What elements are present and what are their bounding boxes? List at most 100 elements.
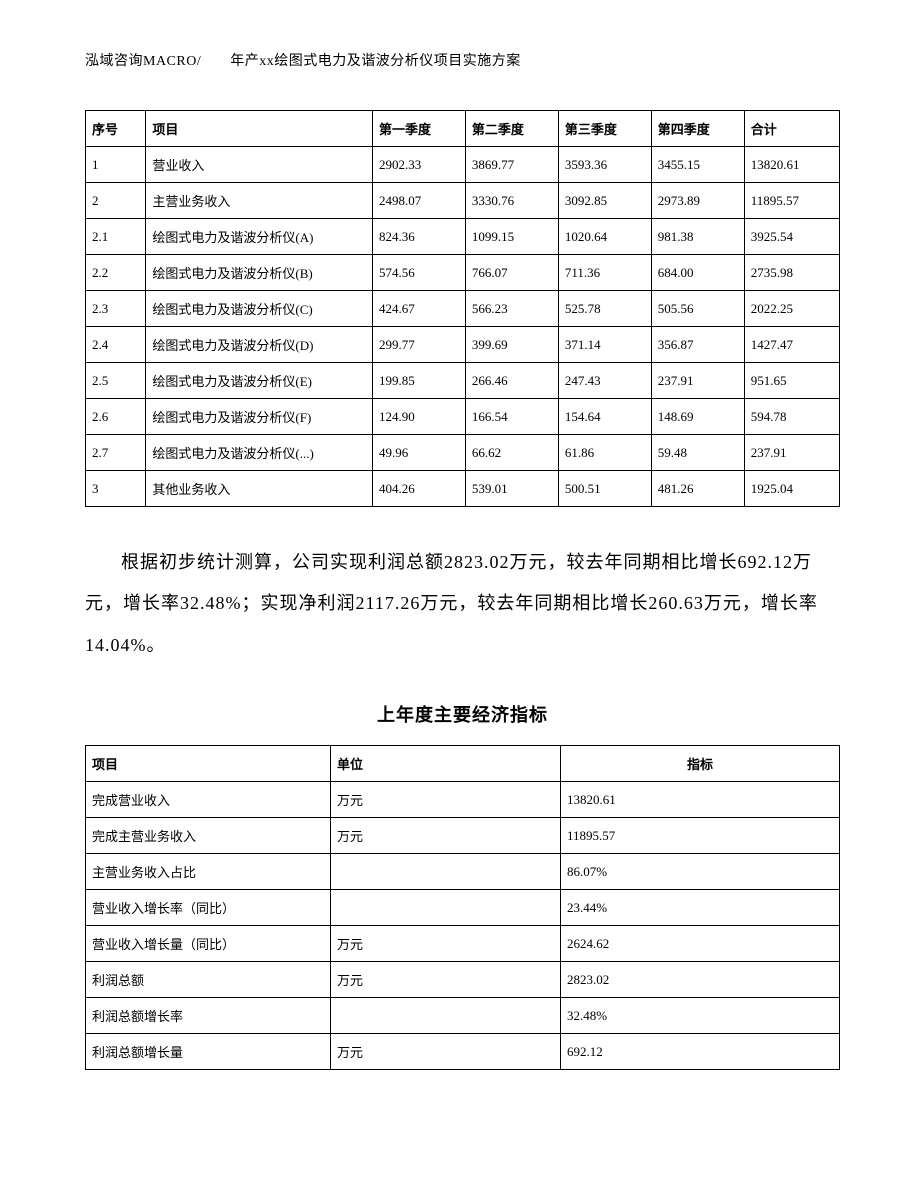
table-cell: 124.90 bbox=[372, 399, 465, 435]
table-cell: 86.07% bbox=[561, 854, 840, 890]
table-cell: 绘图式电力及谐波分析仪(A) bbox=[146, 219, 373, 255]
table-cell: 2022.25 bbox=[744, 291, 839, 327]
table-cell: 824.36 bbox=[372, 219, 465, 255]
table-cell: 2.2 bbox=[86, 255, 146, 291]
table-cell: 绘图式电力及谐波分析仪(...) bbox=[146, 435, 373, 471]
table-cell: 1099.15 bbox=[465, 219, 558, 255]
economic-indicators-table: 项目 单位 指标 完成营业收入万元13820.61完成主营业务收入万元11895… bbox=[85, 745, 840, 1070]
table-cell bbox=[331, 998, 561, 1034]
table-cell: 525.78 bbox=[558, 291, 651, 327]
table-cell: 2.6 bbox=[86, 399, 146, 435]
section-title: 上年度主要经济指标 bbox=[85, 701, 840, 727]
table-cell: 59.48 bbox=[651, 435, 744, 471]
table-cell: 356.87 bbox=[651, 327, 744, 363]
table-cell: 2902.33 bbox=[372, 147, 465, 183]
table-cell: 166.54 bbox=[465, 399, 558, 435]
table-cell: 2.3 bbox=[86, 291, 146, 327]
table-row: 3其他业务收入404.26539.01500.51481.261925.04 bbox=[86, 471, 840, 507]
table-cell: 万元 bbox=[331, 926, 561, 962]
table-cell: 万元 bbox=[331, 818, 561, 854]
th-q3: 第三季度 bbox=[558, 111, 651, 147]
table-cell: 1 bbox=[86, 147, 146, 183]
table-cell: 营业收入增长率（同比） bbox=[86, 890, 331, 926]
table-cell: 2823.02 bbox=[561, 962, 840, 998]
table-cell: 154.64 bbox=[558, 399, 651, 435]
th-unit: 单位 bbox=[331, 746, 561, 782]
table-cell: 利润总额增长率 bbox=[86, 998, 331, 1034]
table-row: 完成营业收入万元13820.61 bbox=[86, 782, 840, 818]
table-cell: 404.26 bbox=[372, 471, 465, 507]
table-cell: 766.07 bbox=[465, 255, 558, 291]
table-cell: 完成主营业务收入 bbox=[86, 818, 331, 854]
table-cell: 绘图式电力及谐波分析仪(D) bbox=[146, 327, 373, 363]
th-item: 项目 bbox=[146, 111, 373, 147]
table-cell: 绘图式电力及谐波分析仪(C) bbox=[146, 291, 373, 327]
summary-paragraph: 根据初步统计测算，公司实现利润总额2823.02万元，较去年同期相比增长692.… bbox=[85, 542, 840, 666]
table-cell: 2.5 bbox=[86, 363, 146, 399]
table-cell: 13820.61 bbox=[561, 782, 840, 818]
table-cell: 其他业务收入 bbox=[146, 471, 373, 507]
table-header-row: 项目 单位 指标 bbox=[86, 746, 840, 782]
quarterly-revenue-table: 序号 项目 第一季度 第二季度 第三季度 第四季度 合计 1营业收入2902.3… bbox=[85, 110, 840, 507]
table2-body: 完成营业收入万元13820.61完成主营业务收入万元11895.57主营业务收入… bbox=[86, 782, 840, 1070]
table-cell: 247.43 bbox=[558, 363, 651, 399]
table-cell: 2973.89 bbox=[651, 183, 744, 219]
table-row: 主营业务收入占比 86.07% bbox=[86, 854, 840, 890]
table-cell: 3593.36 bbox=[558, 147, 651, 183]
table-cell: 711.36 bbox=[558, 255, 651, 291]
table-cell: 3455.15 bbox=[651, 147, 744, 183]
table-cell: 574.56 bbox=[372, 255, 465, 291]
table-row: 利润总额增长率 32.48% bbox=[86, 998, 840, 1034]
table-cell: 11895.57 bbox=[744, 183, 839, 219]
th-q4: 第四季度 bbox=[651, 111, 744, 147]
table-row: 2.1绘图式电力及谐波分析仪(A)824.361099.151020.64981… bbox=[86, 219, 840, 255]
table-cell: 11895.57 bbox=[561, 818, 840, 854]
table-cell: 66.62 bbox=[465, 435, 558, 471]
table-cell: 3092.85 bbox=[558, 183, 651, 219]
table-cell: 539.01 bbox=[465, 471, 558, 507]
table-cell: 利润总额增长量 bbox=[86, 1034, 331, 1070]
table-row: 2.5绘图式电力及谐波分析仪(E)199.85266.46247.43237.9… bbox=[86, 363, 840, 399]
table-cell: 营业收入 bbox=[146, 147, 373, 183]
table-cell: 49.96 bbox=[372, 435, 465, 471]
table-cell: 1925.04 bbox=[744, 471, 839, 507]
table-header-row: 序号 项目 第一季度 第二季度 第三季度 第四季度 合计 bbox=[86, 111, 840, 147]
table-cell: 2 bbox=[86, 183, 146, 219]
table-cell: 绘图式电力及谐波分析仪(E) bbox=[146, 363, 373, 399]
table-cell: 3925.54 bbox=[744, 219, 839, 255]
th-q2: 第二季度 bbox=[465, 111, 558, 147]
table-cell: 万元 bbox=[331, 782, 561, 818]
table-cell: 主营业务收入占比 bbox=[86, 854, 331, 890]
table-cell: 424.67 bbox=[372, 291, 465, 327]
table-cell: 完成营业收入 bbox=[86, 782, 331, 818]
table-row: 2主营业务收入2498.073330.763092.852973.8911895… bbox=[86, 183, 840, 219]
table-cell: 951.65 bbox=[744, 363, 839, 399]
table-cell: 32.48% bbox=[561, 998, 840, 1034]
table-cell: 1427.47 bbox=[744, 327, 839, 363]
table-cell: 237.91 bbox=[744, 435, 839, 471]
table-row: 营业收入增长量（同比）万元2624.62 bbox=[86, 926, 840, 962]
table-cell: 399.69 bbox=[465, 327, 558, 363]
table-row: 完成主营业务收入万元11895.57 bbox=[86, 818, 840, 854]
table-cell: 2498.07 bbox=[372, 183, 465, 219]
table-cell: 3869.77 bbox=[465, 147, 558, 183]
table-row: 2.2绘图式电力及谐波分析仪(B)574.56766.07711.36684.0… bbox=[86, 255, 840, 291]
table-cell bbox=[331, 890, 561, 926]
table-cell: 594.78 bbox=[744, 399, 839, 435]
table-row: 利润总额增长量万元692.12 bbox=[86, 1034, 840, 1070]
table-cell: 万元 bbox=[331, 962, 561, 998]
table-cell: 2735.98 bbox=[744, 255, 839, 291]
table-row: 1营业收入2902.333869.773593.363455.1513820.6… bbox=[86, 147, 840, 183]
page-header: 泓域咨询MACRO/ 年产xx绘图式电力及谐波分析仪项目实施方案 bbox=[85, 50, 840, 70]
table-cell: 981.38 bbox=[651, 219, 744, 255]
table-cell: 2624.62 bbox=[561, 926, 840, 962]
table-cell: 1020.64 bbox=[558, 219, 651, 255]
table-cell: 684.00 bbox=[651, 255, 744, 291]
th-seq: 序号 bbox=[86, 111, 146, 147]
table-row: 2.7绘图式电力及谐波分析仪(...)49.9666.6261.8659.482… bbox=[86, 435, 840, 471]
table1-body: 1营业收入2902.333869.773593.363455.1513820.6… bbox=[86, 147, 840, 507]
table-cell: 3 bbox=[86, 471, 146, 507]
table-cell: 绘图式电力及谐波分析仪(B) bbox=[146, 255, 373, 291]
table-row: 2.4绘图式电力及谐波分析仪(D)299.77399.69371.14356.8… bbox=[86, 327, 840, 363]
table-cell: 266.46 bbox=[465, 363, 558, 399]
